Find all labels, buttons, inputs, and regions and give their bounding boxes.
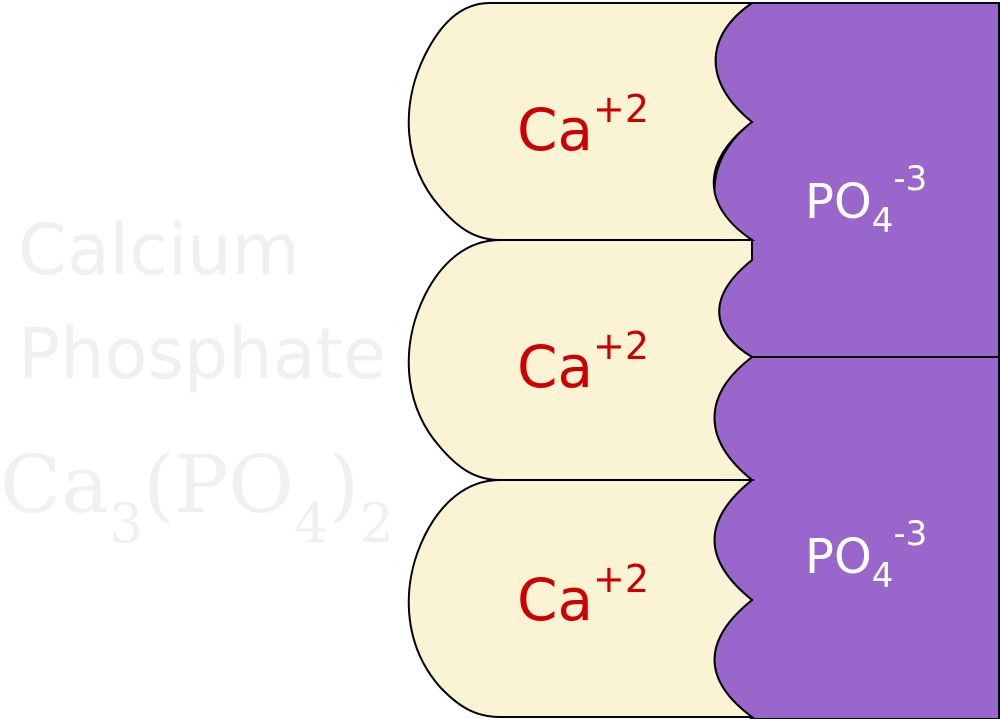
compound-formula: Ca3(PO4)2 [0, 438, 394, 555]
phosphate-subscript: 4 [872, 201, 894, 241]
phosphate-subscript: 4 [872, 556, 894, 596]
compound-name-line2: Phosphate [18, 313, 386, 395]
phosphate-symbol: PO [805, 174, 872, 230]
calcium-ion-label-1: Ca+2 [517, 87, 649, 164]
calcium-piece-3 [407, 479, 756, 718]
calcium-piece-1 [407, 1, 756, 241]
formula-group-subscript: 2 [359, 492, 393, 555]
compound-name-line1: Calcium [18, 209, 300, 291]
calcium-ion-label-3: Ca+2 [517, 557, 649, 634]
formula-calcium-subscript: 3 [109, 492, 143, 555]
calcium-charge: +2 [593, 324, 649, 368]
phosphate-ion-label-1: PO4-3 [805, 159, 927, 241]
calcium-symbol: Ca [517, 566, 593, 634]
phosphate-charge: -3 [893, 159, 927, 199]
calcium-symbol: Ca [517, 96, 593, 164]
calcium-piece-2 [407, 239, 755, 481]
calcium-symbol: Ca [517, 333, 593, 401]
phosphate-charge: -3 [893, 514, 927, 554]
calcium-charge: +2 [593, 557, 649, 601]
phosphate-symbol: PO [805, 529, 872, 585]
calcium-ion-label-2: Ca+2 [517, 324, 649, 401]
phosphate-ion-label-2: PO4-3 [805, 514, 927, 596]
formula-paren-close: ) [328, 438, 359, 531]
formula-phosphate-open: (PO [143, 438, 294, 531]
formula-oxygen-subscript: 4 [294, 492, 328, 555]
formula-calcium: Ca [0, 438, 109, 531]
calcium-charge: +2 [593, 87, 649, 131]
